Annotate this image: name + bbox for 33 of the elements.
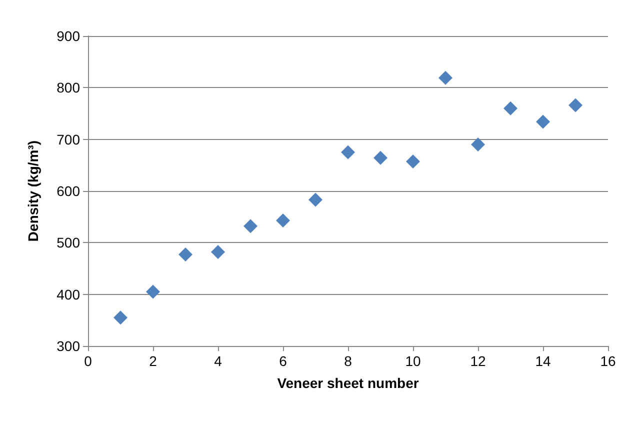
point xyxy=(341,145,355,160)
point xyxy=(146,284,160,299)
point xyxy=(211,244,225,259)
point xyxy=(568,98,582,112)
y-tick-label: 600 xyxy=(56,183,80,199)
point xyxy=(276,213,290,228)
x-tick-label: 16 xyxy=(600,353,616,369)
point xyxy=(308,192,322,207)
point xyxy=(471,138,485,152)
x-axis-title: Veneer sheet number xyxy=(277,375,420,391)
x-tick-label: 0 xyxy=(84,353,92,369)
x-tick-label: 2 xyxy=(149,353,158,369)
x-tick-label: 12 xyxy=(470,353,486,369)
y-tick-label: 500 xyxy=(56,234,80,251)
x-tick-label: 6 xyxy=(279,353,288,369)
y-axis-title: Density (kg/m³) xyxy=(25,140,41,242)
point xyxy=(504,101,518,116)
point xyxy=(406,154,420,169)
y-tick-label: 700 xyxy=(56,131,80,148)
x-tick-label: 10 xyxy=(405,353,421,369)
point xyxy=(536,114,550,129)
point xyxy=(114,310,128,325)
point xyxy=(244,219,258,234)
point xyxy=(178,248,192,262)
y-tick-label: 400 xyxy=(56,286,80,302)
point xyxy=(374,150,388,165)
x-tick-label: 14 xyxy=(535,353,551,369)
y-tick-label: 800 xyxy=(56,80,80,96)
x-tick-label: 8 xyxy=(344,353,352,369)
point xyxy=(438,70,452,85)
y-tick-label: 300 xyxy=(56,338,80,354)
y-tick-label: 900 xyxy=(56,28,80,44)
x-tick-label: 4 xyxy=(214,353,222,369)
